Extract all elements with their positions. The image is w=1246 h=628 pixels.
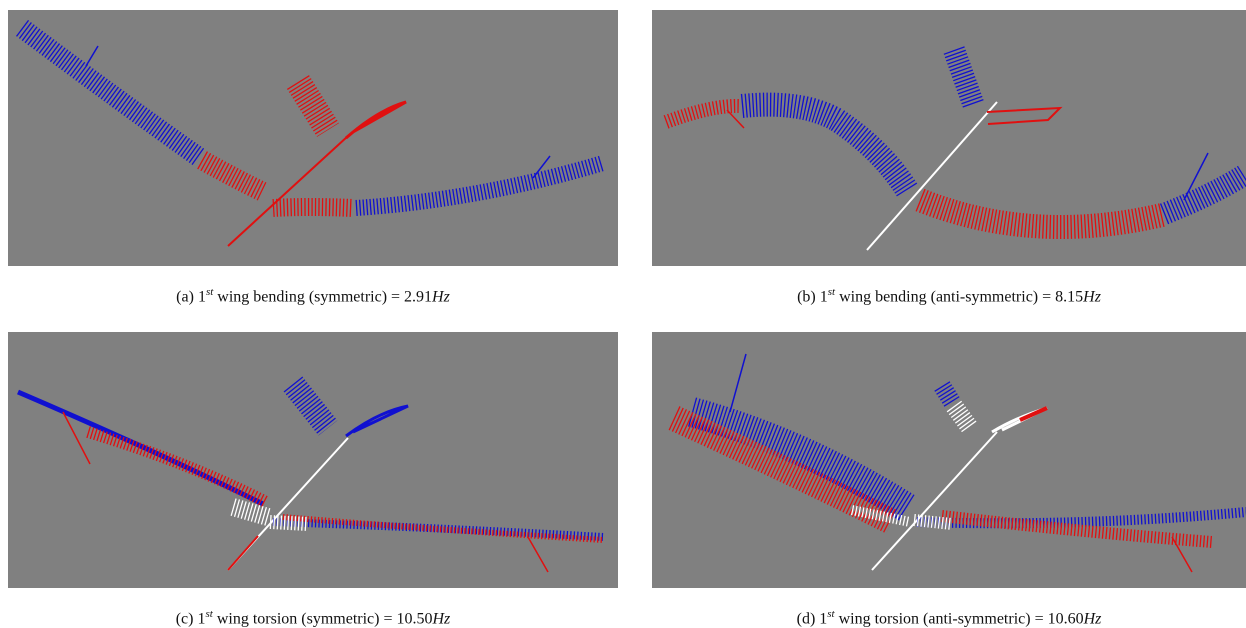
mode-shape-image (8, 10, 618, 266)
caption: (c) 1st wing torsion (symmetric) = 10.50… (8, 608, 618, 628)
caption-text: 8.15 (1055, 288, 1083, 305)
caption-text: wing bending (anti-symmetric) = (839, 288, 1051, 305)
caption-text: wing torsion (symmetric) = (217, 610, 393, 627)
caption-text: st (206, 286, 213, 298)
mode-shape-image (8, 332, 618, 588)
caption-text: 10.50 (397, 610, 433, 627)
caption-text: 1 (198, 288, 206, 305)
caption-text: st (828, 286, 835, 298)
caption-text: 2.91 (404, 288, 432, 305)
caption-text: (b) (797, 288, 816, 305)
caption-text: 10.60 (1048, 610, 1084, 627)
caption: (d) 1st wing torsion (anti-symmetric) = … (652, 608, 1246, 628)
caption-text: (a) (176, 288, 194, 305)
caption-text: (d) (797, 610, 816, 627)
caption-text: Hz (433, 610, 451, 627)
caption-text: Hz (432, 288, 450, 305)
figure-panel: (c) 1st wing torsion (symmetric) = 10.50… (8, 332, 618, 628)
mode-shape-image (652, 332, 1246, 588)
caption-text: Hz (1083, 288, 1101, 305)
figure-panel: (d) 1st wing torsion (anti-symmetric) = … (652, 332, 1246, 628)
caption-text: st (827, 608, 834, 620)
caption-text: wing torsion (anti-symmetric) = (839, 610, 1044, 627)
caption-text: wing bending (symmetric) = (217, 288, 400, 305)
figure-panel: (a) 1st wing bending (symmetric) = 2.91H… (8, 10, 618, 306)
caption-text: Hz (1084, 610, 1102, 627)
caption: (b) 1st wing bending (anti-symmetric) = … (652, 286, 1246, 306)
caption: (a) 1st wing bending (symmetric) = 2.91H… (8, 286, 618, 306)
caption-text: st (205, 608, 212, 620)
caption-text: (c) (176, 610, 194, 627)
mode-shape-image (652, 10, 1246, 266)
figure-panel: (b) 1st wing bending (anti-symmetric) = … (652, 10, 1246, 306)
page: {"panels": [ {"label": "(a)", "ordinal":… (0, 0, 1246, 624)
caption-text: 1 (820, 288, 828, 305)
